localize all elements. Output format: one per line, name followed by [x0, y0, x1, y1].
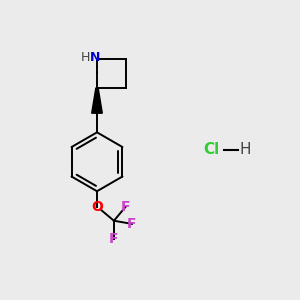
Text: F: F [127, 217, 136, 231]
Text: F: F [121, 200, 130, 214]
Polygon shape [92, 88, 102, 113]
Text: N: N [90, 51, 101, 64]
Text: F: F [109, 232, 119, 246]
Text: O: O [91, 200, 103, 214]
Text: H: H [240, 142, 251, 158]
Text: Cl: Cl [204, 142, 220, 158]
Text: H: H [81, 51, 91, 64]
